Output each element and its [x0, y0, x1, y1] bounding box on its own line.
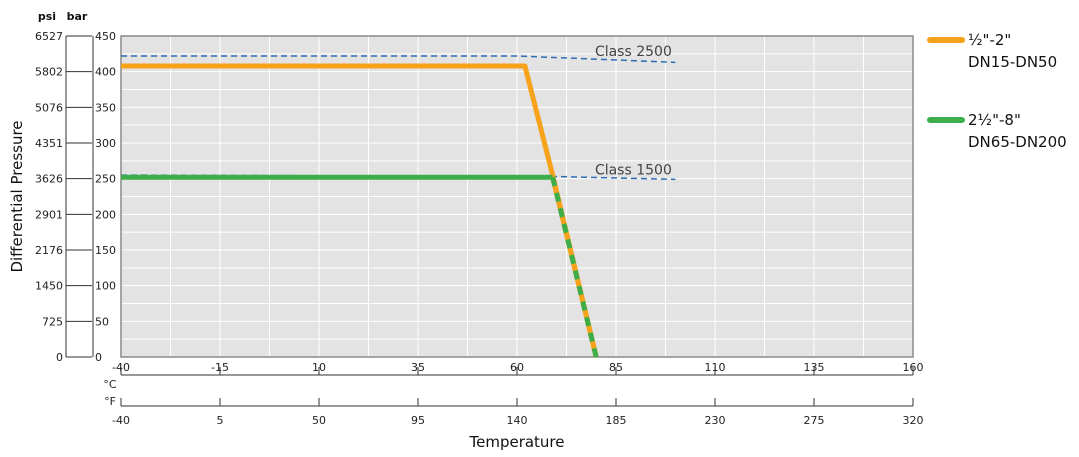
y-tick-label-bar: 150	[95, 244, 116, 257]
y-tick-label-psi: 2176	[35, 244, 63, 257]
y-tick-label-psi: 5076	[35, 101, 63, 114]
x-tick-label-f: -40	[112, 414, 130, 427]
x-tick-label-f: 5	[217, 414, 224, 427]
x-tick-label-f: 50	[312, 414, 326, 427]
x-unit-fahrenheit: °F	[104, 395, 116, 408]
y-tick-label-psi: 725	[42, 315, 63, 328]
y-tick-label-psi: 6527	[35, 30, 63, 43]
x-tick-label-c: -15	[211, 361, 229, 374]
reference-line	[121, 55, 676, 64]
x-tick-label-c: 135	[804, 361, 825, 374]
x-tick-label-c: -40	[112, 361, 130, 374]
legend-label: 2½"-8"	[968, 111, 1021, 129]
legend-label: ½"-2"	[968, 31, 1011, 49]
y-tick-label-psi: 0	[56, 351, 63, 364]
series-line-tail	[550, 176, 599, 358]
x-tick-label-f: 230	[705, 414, 726, 427]
y-tick-label-bar: 400	[95, 66, 116, 79]
x-tick-label-c: 160	[903, 361, 924, 374]
y-tick-label-bar: 100	[95, 280, 116, 293]
x-tick-label-c: 85	[609, 361, 623, 374]
x-tick-label-c: 110	[705, 361, 726, 374]
y-tick-label-bar: 200	[95, 208, 116, 221]
y-tick-label-psi: 2901	[35, 208, 63, 221]
x-tick-label-f: 320	[903, 414, 924, 427]
x-tick-label-c: 35	[411, 361, 425, 374]
legend-label: DN65-DN200	[968, 133, 1067, 151]
x-tick-label-f: 140	[507, 414, 528, 427]
y-tick-label-bar: 450	[95, 30, 116, 43]
reference-line-label: Class 2500	[595, 44, 672, 60]
x-tick-label-c: 60	[510, 361, 524, 374]
y-tick-label-bar: 350	[95, 101, 116, 114]
y-tick-label-psi: 5802	[35, 66, 63, 79]
y-unit-psi: psi	[38, 10, 56, 23]
x-tick-label-f: 275	[804, 414, 825, 427]
x-axis-title: Temperature	[468, 433, 564, 451]
y-tick-label-bar: 0	[95, 351, 102, 364]
reference-line-label: Class 1500	[595, 162, 672, 178]
y-unit-bar: bar	[67, 10, 88, 23]
y-tick-label-psi: 3626	[35, 173, 63, 186]
y-tick-label-psi: 4351	[35, 137, 63, 150]
x-tick-label-f: 185	[606, 414, 627, 427]
x-unit-celsius: °C	[103, 378, 117, 391]
y-tick-label-psi: 1450	[35, 280, 63, 293]
y-tick-label-bar: 250	[95, 173, 116, 186]
x-tick-label-c: 10	[312, 361, 326, 374]
y-axis-title: Differential Pressure	[8, 120, 26, 272]
legend-label: DN15-DN50	[968, 53, 1057, 71]
x-tick-label-f: 95	[411, 414, 425, 427]
y-tick-label-bar: 300	[95, 137, 116, 150]
y-tick-label-bar: 50	[95, 315, 109, 328]
plot-border	[120, 35, 914, 358]
